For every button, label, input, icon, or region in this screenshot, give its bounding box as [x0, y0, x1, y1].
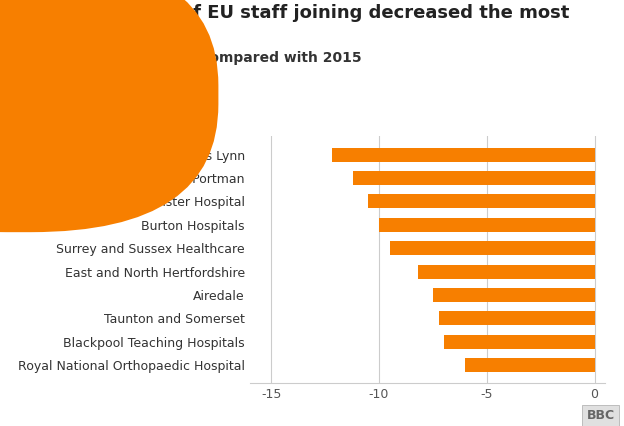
Text: Percentage point decrease: Percentage point decrease — [41, 87, 208, 100]
Bar — [390, 241, 595, 255]
Bar — [439, 311, 595, 325]
Text: BBC: BBC — [587, 409, 615, 422]
Bar — [353, 171, 595, 185]
Bar — [465, 358, 595, 372]
Bar — [417, 265, 595, 279]
Bar — [444, 335, 595, 349]
Bar — [379, 218, 595, 232]
Text: Where the share of EU staff joining decreased the most: Where the share of EU staff joining decr… — [6, 4, 570, 22]
Text: First six months of 2017 compared with 2015: First six months of 2017 compared with 2… — [6, 51, 362, 65]
Bar — [433, 288, 595, 302]
Bar — [331, 147, 595, 161]
Bar — [368, 194, 595, 208]
